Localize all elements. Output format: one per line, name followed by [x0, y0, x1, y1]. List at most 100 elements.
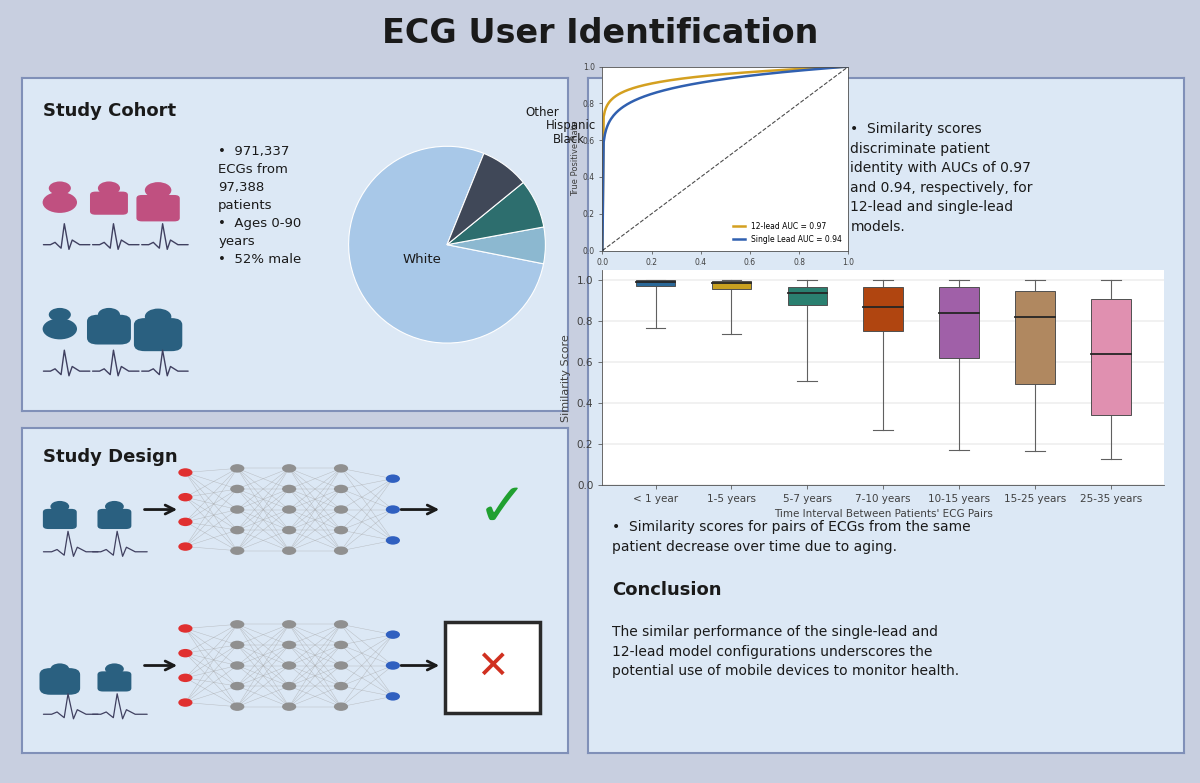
12-lead AUC = 0.97 [605, 94, 619, 103]
Circle shape [230, 620, 245, 629]
Circle shape [282, 464, 296, 473]
Text: Results: Results [612, 102, 686, 120]
Text: •  Similarity scores
discriminate patient
identity with AUCs of 0.97
and 0.94, r: • Similarity scores discriminate patient… [851, 122, 1033, 233]
Wedge shape [349, 146, 544, 343]
Circle shape [230, 702, 245, 711]
Wedge shape [446, 153, 523, 244]
Circle shape [230, 640, 245, 649]
12-lead AUC = 0.97 [610, 90, 624, 99]
Line: 12-lead AUC = 0.97: 12-lead AUC = 0.97 [602, 67, 848, 251]
Wedge shape [446, 182, 544, 244]
Circle shape [282, 505, 296, 514]
Circle shape [385, 505, 400, 514]
Circle shape [179, 543, 192, 550]
Circle shape [145, 309, 172, 325]
Circle shape [179, 649, 192, 658]
Circle shape [334, 464, 348, 473]
12-lead AUC = 0.97 [641, 80, 655, 89]
12-lead AUC = 0.97 [841, 62, 856, 71]
12-lead AUC = 0.97 [820, 63, 834, 72]
Circle shape [385, 662, 400, 669]
Circle shape [334, 702, 348, 711]
Circle shape [106, 663, 124, 675]
12-lead AUC = 0.97 [829, 63, 844, 72]
Bar [1015, 290, 1055, 384]
12-lead AUC = 0.97 [661, 76, 676, 85]
Circle shape [230, 662, 245, 669]
FancyBboxPatch shape [86, 315, 131, 345]
Circle shape [334, 547, 348, 555]
Text: The similar performance of the single-lead and
12-lead model configurations unde: The similar performance of the single-le… [612, 625, 959, 678]
Text: Other: Other [526, 106, 559, 119]
Circle shape [230, 682, 245, 691]
Single Lead AUC = 0.94 [829, 63, 844, 72]
Text: Hispanic: Hispanic [546, 119, 596, 132]
Circle shape [98, 182, 120, 195]
Text: White: White [403, 253, 442, 266]
FancyBboxPatch shape [97, 509, 131, 529]
X-axis label: False Positive Rate: False Positive Rate [686, 270, 764, 279]
Circle shape [230, 526, 245, 534]
FancyBboxPatch shape [134, 318, 182, 351]
FancyBboxPatch shape [43, 509, 77, 529]
Circle shape [98, 308, 120, 321]
Single Lead AUC = 0.94 [610, 107, 624, 117]
Circle shape [282, 682, 296, 691]
Circle shape [385, 630, 400, 639]
Circle shape [334, 505, 348, 514]
Circle shape [334, 526, 348, 534]
Y-axis label: Similarity Score: Similarity Score [562, 334, 571, 422]
Text: •  Similarity scores for pairs of ECGs from the same
patient decrease over time : • Similarity scores for pairs of ECGs fr… [612, 521, 971, 554]
Circle shape [43, 192, 77, 213]
Circle shape [385, 692, 400, 701]
12-lead AUC = 0.97 [595, 246, 610, 255]
Circle shape [50, 501, 70, 512]
Y-axis label: True Positive Rate: True Positive Rate [571, 121, 580, 196]
Bar [1091, 299, 1130, 415]
Circle shape [230, 464, 245, 473]
Circle shape [230, 505, 245, 514]
Circle shape [230, 547, 245, 555]
Circle shape [282, 620, 296, 629]
Circle shape [282, 547, 296, 555]
Circle shape [282, 526, 296, 534]
Bar [864, 287, 902, 330]
Circle shape [179, 673, 192, 682]
Line: Single Lead AUC = 0.94: Single Lead AUC = 0.94 [602, 67, 848, 251]
Circle shape [385, 536, 400, 545]
Text: Study Design: Study Design [43, 448, 178, 466]
Circle shape [179, 468, 192, 477]
Single Lead AUC = 0.94 [820, 63, 834, 73]
Circle shape [334, 485, 348, 493]
FancyBboxPatch shape [97, 671, 131, 691]
Circle shape [179, 518, 192, 526]
FancyBboxPatch shape [40, 668, 80, 695]
Circle shape [179, 493, 192, 501]
Single Lead AUC = 0.94 [661, 85, 676, 94]
Circle shape [334, 620, 348, 629]
Circle shape [334, 640, 348, 649]
Circle shape [49, 308, 71, 321]
Circle shape [385, 474, 400, 483]
Circle shape [282, 702, 296, 711]
Single Lead AUC = 0.94 [605, 113, 619, 122]
Circle shape [106, 501, 124, 512]
Wedge shape [446, 227, 545, 264]
Circle shape [282, 485, 296, 493]
Text: ECG User Identification: ECG User Identification [382, 16, 818, 50]
Bar [787, 287, 827, 305]
Circle shape [50, 663, 70, 675]
X-axis label: Time Interval Between Patients' ECG Pairs: Time Interval Between Patients' ECG Pair… [774, 509, 992, 518]
Circle shape [49, 182, 71, 195]
Circle shape [334, 662, 348, 669]
Bar [636, 280, 676, 286]
Single Lead AUC = 0.94 [841, 62, 856, 71]
Text: ✕: ✕ [476, 648, 509, 686]
Text: Black: Black [553, 132, 586, 146]
Single Lead AUC = 0.94 [595, 246, 610, 255]
Circle shape [334, 682, 348, 691]
Text: Conclusion: Conclusion [612, 581, 721, 599]
FancyBboxPatch shape [90, 192, 128, 215]
Bar [940, 287, 979, 359]
Circle shape [43, 319, 77, 339]
